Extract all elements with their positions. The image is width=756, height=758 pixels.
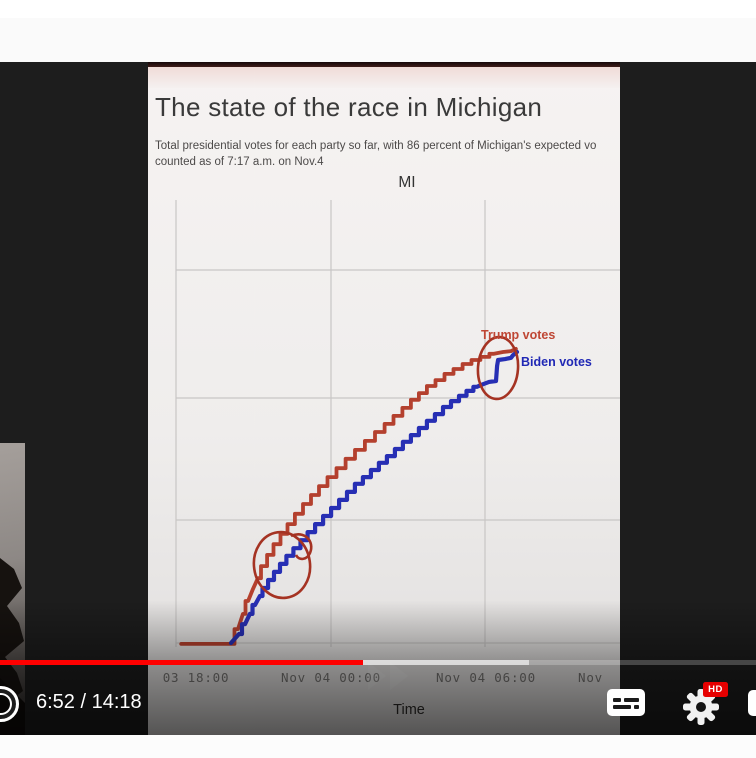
trump-votes-line — [179, 347, 518, 646]
video-player[interactable]: The state of the race in Michigan Total … — [0, 62, 756, 735]
progress-played — [0, 660, 363, 665]
biden-votes-line — [228, 349, 520, 646]
chart-subtitle-line2: counted as of 7:17 a.m. on Nov.4 — [155, 156, 324, 169]
page-header-band — [0, 18, 756, 62]
ring-icon[interactable] — [0, 686, 19, 722]
cc-dash — [624, 698, 639, 702]
cc-dash — [613, 705, 631, 709]
chart-title: The state of the race in Michigan — [155, 92, 543, 122]
chart-subtitle-line1: Total presidential votes for each party … — [155, 140, 597, 152]
trump-line-label: Trump votes — [481, 328, 555, 342]
page-top-margin — [0, 0, 756, 18]
closed-captions-button[interactable] — [607, 689, 645, 716]
chart-gridlines — [175, 200, 620, 647]
cc-dash — [613, 698, 621, 702]
annotation-circle-bottom — [252, 530, 313, 600]
progress-buffered — [363, 660, 529, 665]
progress-remaining — [529, 660, 756, 665]
plot-title: MI — [398, 174, 416, 191]
page-bottom-margin — [0, 735, 756, 758]
chart-banner-strip — [148, 67, 620, 88]
progress-bar[interactable] — [0, 660, 756, 665]
hd-quality-badge: HD — [703, 682, 728, 697]
chart-subtitle: Total presidential votes for each party … — [155, 138, 617, 170]
cc-dash — [634, 705, 639, 709]
time-display: 6:52 / 14:18 — [36, 691, 142, 713]
biden-line-label: Biden votes — [521, 355, 592, 369]
miniplayer-icon[interactable] — [748, 690, 756, 716]
player-controls: 6:52 / 14:18 — [0, 670, 756, 735]
annotation-circle-top — [476, 335, 520, 401]
chart-banner-edge — [148, 62, 620, 67]
